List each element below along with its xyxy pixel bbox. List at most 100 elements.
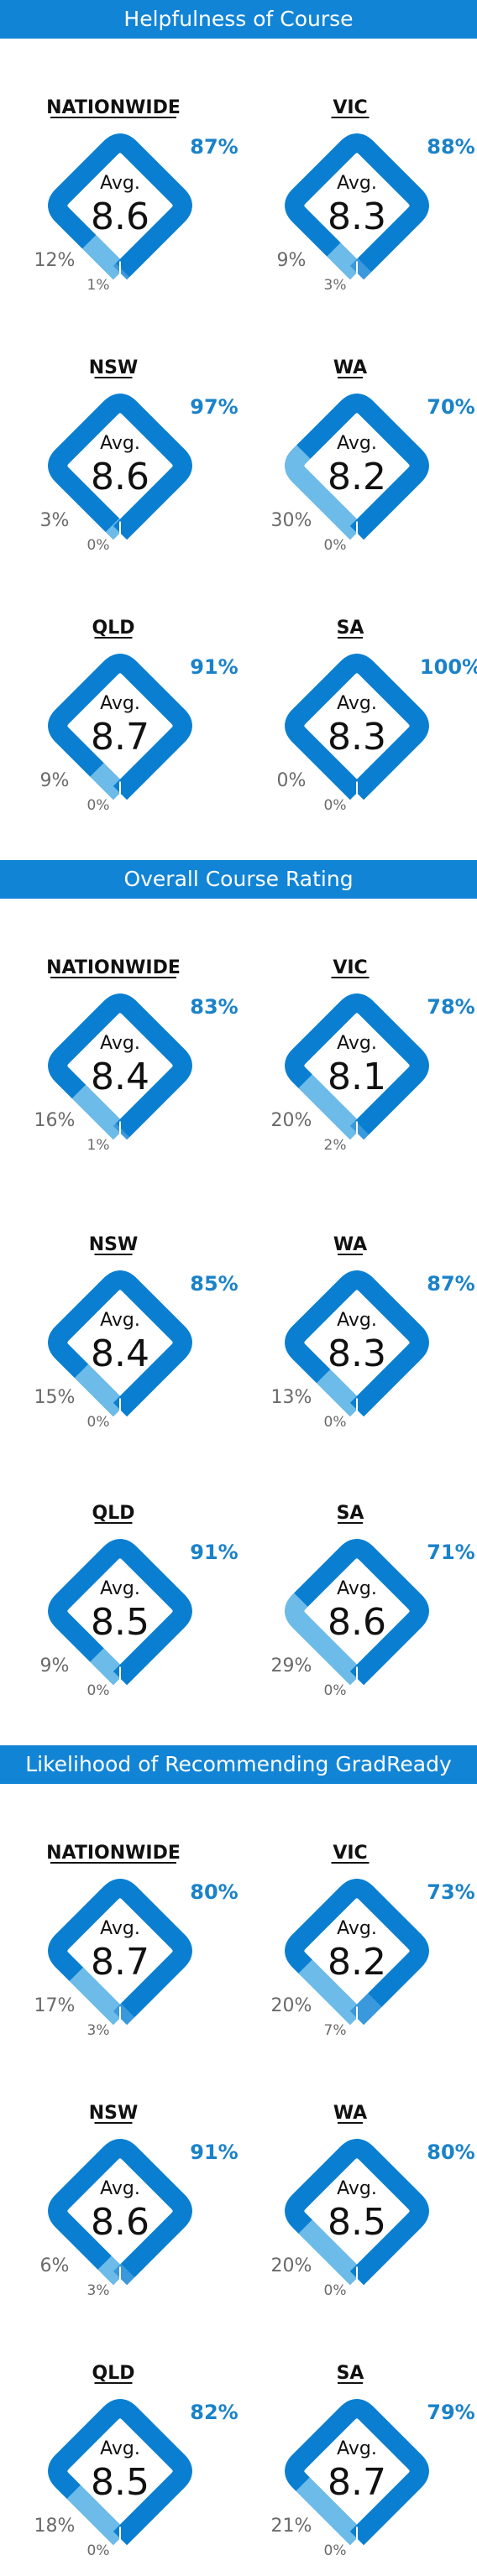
region-name-underline (50, 117, 176, 118)
low-percent-label: 2% (324, 1137, 347, 1154)
region-name-underline (94, 1522, 133, 1524)
mid-percent-label: 29% (271, 1656, 312, 1676)
region-name: VIC (333, 957, 367, 978)
high-percent-label: 97% (190, 395, 238, 419)
segment-high (48, 2399, 192, 2546)
low-percent-label: 0% (324, 2282, 347, 2299)
avg-value: 8.1 (328, 1056, 386, 1098)
region-chart: NATIONWIDE Avg.8.7 80% 17% 3% (34, 1843, 238, 2039)
segment-high (285, 394, 429, 540)
region-chart: SA Avg.8.7 79% 21% 0% (271, 2363, 475, 2559)
section-header-bar (0, 1745, 477, 1784)
high-percent-label: 82% (190, 2401, 238, 2424)
region-name-underline (94, 377, 133, 378)
high-percent-label: 78% (427, 995, 474, 1019)
low-percent-label: 0% (87, 2542, 110, 2559)
region-name-underline (94, 2122, 133, 2124)
avg-label: Avg. (100, 1033, 140, 1054)
region-name-underline (338, 2122, 363, 2124)
region-name: QLD (92, 2363, 135, 2384)
region-name-underline (94, 1254, 133, 1255)
segment-mid (285, 1539, 429, 1686)
region-chart: WA Avg.8.3 87% 13% 0% (271, 1234, 475, 1431)
low-percent-label: 1% (87, 1137, 110, 1154)
low-percent-label: 0% (87, 1414, 110, 1431)
avg-label: Avg. (100, 433, 140, 454)
avg-label: Avg. (337, 2438, 377, 2459)
segment-mid (285, 394, 429, 540)
segment-high (48, 993, 192, 1140)
avg-label: Avg. (337, 1918, 377, 1939)
region-name-underline (338, 2382, 363, 2384)
high-percent-label: 71% (427, 1541, 474, 1564)
high-percent-label: 73% (427, 1880, 474, 1904)
avg-value: 8.4 (91, 1056, 149, 1098)
avg-value: 8.2 (328, 456, 386, 498)
region-name-underline (338, 377, 363, 378)
low-percent-label: 0% (87, 797, 110, 814)
region-chart: NSW Avg.8.4 85% 15% 0% (34, 1234, 238, 1431)
avg-value: 8.7 (91, 716, 149, 759)
region-chart: VIC Avg.8.2 73% 20% 7% (271, 1843, 475, 2039)
region-chart: NATIONWIDE Avg.8.6 87% 12% 1% (34, 97, 238, 294)
region-name-underline (50, 1862, 176, 1864)
region-chart: NATIONWIDE Avg.8.4 83% 16% 1% (34, 957, 238, 1154)
avg-label: Avg. (337, 1310, 377, 1331)
avg-label: Avg. (337, 1033, 377, 1054)
avg-label: Avg. (100, 1918, 140, 1939)
segment-high (48, 133, 192, 280)
low-percent-label: 3% (87, 2022, 110, 2039)
section-header-bar (0, 0, 477, 39)
region-name-underline (331, 117, 370, 118)
region-name-underline (50, 977, 176, 978)
avg-label: Avg. (100, 173, 140, 194)
avg-label: Avg. (100, 1310, 140, 1331)
avg-value: 8.3 (328, 716, 386, 759)
region-name: QLD (92, 1503, 135, 1524)
mid-percent-label: 20% (271, 2255, 312, 2276)
region-name: NATIONWIDE (46, 97, 181, 118)
low-percent-label: 0% (324, 2542, 347, 2559)
region-chart: VIC Avg.8.1 78% 20% 2% (271, 957, 475, 1154)
section-3: Likelihood of Recommending GradReady NATI… (0, 1745, 477, 2559)
high-percent-label: 100% (420, 655, 477, 679)
mid-percent-label: 12% (34, 250, 76, 271)
segment-high (285, 133, 429, 280)
region-name-underline (338, 637, 363, 639)
low-percent-label: 1% (87, 277, 110, 294)
region-chart: SA Avg.8.3 100% 0% 0% (277, 618, 477, 814)
high-percent-label: 88% (427, 135, 474, 159)
region-name-underline (338, 1254, 363, 1255)
avg-value: 8.5 (91, 1601, 149, 1644)
segment-high (285, 1539, 429, 1686)
segment-high (48, 1879, 192, 2026)
low-percent-label: 7% (324, 2022, 347, 2039)
avg-value: 8.3 (328, 196, 386, 238)
region-chart: NSW Avg.8.6 91% 6% 3% (40, 2103, 238, 2299)
section-header-bar (0, 860, 477, 899)
avg-value: 8.3 (328, 1332, 386, 1375)
high-percent-label: 79% (427, 2401, 474, 2424)
section-1: Helpfulness of CourseNATIONWIDEAvg.8.687… (0, 0, 477, 814)
avg-label: Avg. (100, 1578, 140, 1599)
low-percent-label: 0% (324, 537, 347, 554)
region-chart: SA Avg.8.6 71% 29% 0% (271, 1503, 475, 1699)
low-percent-label: 0% (87, 1682, 110, 1699)
low-percent-label: 0% (324, 1682, 347, 1699)
region-name-underline (331, 977, 370, 978)
avg-label: Avg. (100, 2178, 140, 2199)
region-name: VIC (333, 97, 367, 118)
mid-percent-label: 20% (271, 1110, 312, 1131)
avg-value: 8.2 (328, 1941, 386, 1984)
high-percent-label: 91% (190, 2141, 238, 2164)
region-chart: WA Avg.8.5 80% 20% 0% (271, 2103, 475, 2299)
section-title: Helpfulness of Course (123, 7, 353, 31)
mid-percent-label: 9% (277, 250, 307, 271)
section-2: Overall Course RatingNATIONWIDEAvg.8.483… (0, 860, 477, 1699)
low-percent-label: 3% (87, 2282, 110, 2299)
region-chart: QLD Avg.8.5 82% 18% 0% (34, 2363, 238, 2559)
high-percent-label: 85% (190, 1272, 238, 1296)
avg-label: Avg. (337, 173, 377, 194)
